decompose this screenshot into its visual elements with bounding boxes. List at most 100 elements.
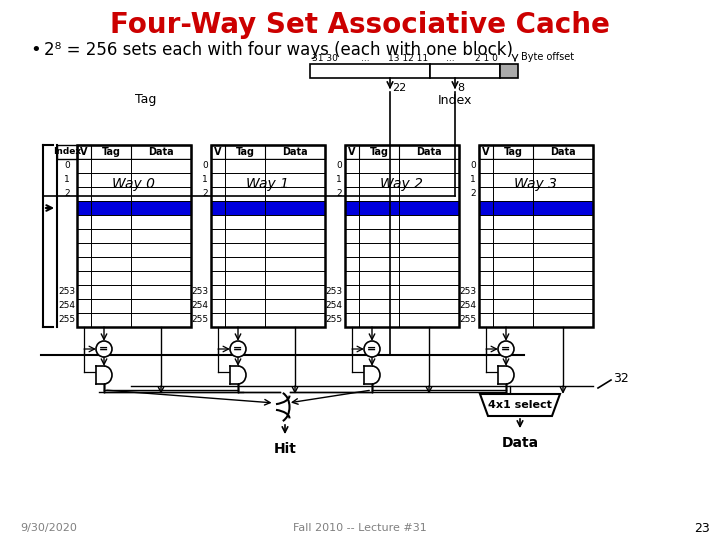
Text: 253: 253 (325, 287, 342, 296)
Bar (345, 159, 459, 173)
Text: Hit: Hit (274, 442, 297, 456)
Text: Tag: Tag (102, 147, 120, 157)
Text: 9/30/2020: 9/30/2020 (20, 523, 77, 533)
Text: 253: 253 (459, 287, 476, 296)
Bar (77, 243, 191, 257)
Text: 254: 254 (325, 301, 342, 310)
Bar (479, 285, 593, 299)
Bar (345, 145, 459, 159)
Text: =: = (367, 344, 377, 354)
Bar (479, 299, 593, 313)
Text: =: = (233, 344, 243, 354)
Text: 2: 2 (202, 190, 208, 199)
Text: 1: 1 (202, 176, 208, 185)
Bar (364, 366, 372, 384)
Bar (345, 243, 459, 257)
Text: Data: Data (416, 147, 442, 157)
Text: Index: Index (438, 93, 472, 106)
Text: 254: 254 (58, 301, 76, 310)
Circle shape (230, 341, 246, 357)
Text: ...: ... (361, 54, 369, 63)
Text: Way 3: Way 3 (515, 177, 557, 191)
Bar (479, 229, 593, 243)
Bar (498, 366, 506, 384)
Text: 254: 254 (459, 301, 476, 310)
Text: Tag: Tag (235, 147, 254, 157)
Text: 23: 23 (694, 522, 710, 535)
Text: 1: 1 (470, 176, 476, 185)
Text: Byte offset: Byte offset (521, 52, 574, 62)
Bar (479, 243, 593, 257)
Bar (77, 229, 191, 243)
Circle shape (96, 341, 112, 357)
Bar (345, 215, 459, 229)
Wedge shape (104, 367, 112, 383)
Bar (345, 257, 459, 271)
Text: Data: Data (282, 147, 308, 157)
Bar (479, 145, 593, 159)
Bar (211, 229, 325, 243)
Bar (211, 271, 325, 285)
Text: 2: 2 (64, 190, 70, 199)
Text: 2: 2 (470, 190, 476, 199)
Text: 255: 255 (325, 315, 342, 325)
Bar (479, 201, 593, 215)
Bar (211, 243, 325, 257)
Text: 254: 254 (191, 301, 208, 310)
Bar (211, 187, 325, 201)
Text: 31 30: 31 30 (312, 54, 338, 63)
Text: •: • (30, 41, 41, 59)
Text: Way 2: Way 2 (380, 177, 423, 191)
Bar (211, 257, 325, 271)
Text: =: = (501, 344, 510, 354)
Text: =: = (99, 344, 109, 354)
Bar (500, 64, 518, 78)
Bar (479, 173, 593, 187)
Bar (345, 271, 459, 285)
Bar (479, 187, 593, 201)
Bar (77, 299, 191, 313)
Bar (96, 366, 104, 384)
Bar (345, 299, 459, 313)
Text: 255: 255 (191, 315, 208, 325)
Bar (345, 201, 459, 215)
Bar (77, 145, 191, 159)
Text: 0: 0 (336, 161, 342, 171)
Text: 1: 1 (336, 176, 342, 185)
Bar (211, 145, 325, 327)
Bar (310, 64, 430, 78)
Bar (77, 285, 191, 299)
Bar (479, 215, 593, 229)
Bar (77, 187, 191, 201)
Text: Tag: Tag (369, 147, 389, 157)
Text: 13 12 11: 13 12 11 (388, 54, 428, 63)
Circle shape (498, 341, 514, 357)
Text: V: V (215, 147, 222, 157)
Circle shape (364, 341, 380, 357)
Bar (77, 145, 191, 327)
Ellipse shape (269, 394, 295, 420)
Text: Tag: Tag (135, 93, 156, 106)
Text: 4x1 select: 4x1 select (488, 400, 552, 410)
Bar (345, 313, 459, 327)
Wedge shape (238, 367, 246, 383)
Text: 2⁸ = 256 sets each with four ways (each with one block): 2⁸ = 256 sets each with four ways (each … (44, 41, 513, 59)
Bar (211, 215, 325, 229)
Bar (479, 313, 593, 327)
Text: 0: 0 (202, 161, 208, 171)
Text: 253: 253 (191, 287, 208, 296)
Bar (211, 313, 325, 327)
Bar (77, 201, 191, 215)
Bar (479, 159, 593, 173)
Text: 0: 0 (64, 161, 70, 171)
Wedge shape (372, 367, 380, 383)
Bar (430, 64, 500, 78)
Bar (345, 187, 459, 201)
Text: 253: 253 (58, 287, 76, 296)
Bar (345, 145, 459, 327)
Bar (211, 285, 325, 299)
Bar (230, 366, 238, 384)
Bar (479, 257, 593, 271)
Wedge shape (506, 367, 514, 383)
Text: 0: 0 (470, 161, 476, 171)
